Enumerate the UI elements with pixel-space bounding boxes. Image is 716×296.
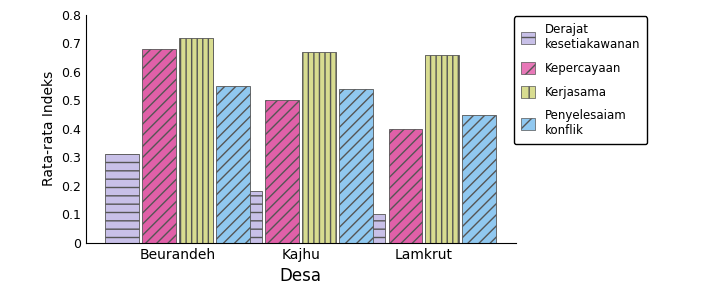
Y-axis label: Rata-rata Indeks: Rata-rata Indeks — [42, 71, 56, 186]
Bar — [339, 89, 373, 243]
Bar — [266, 100, 299, 243]
Bar — [389, 129, 422, 243]
Bar — [142, 49, 176, 243]
Bar — [179, 38, 213, 243]
Bar — [463, 115, 496, 243]
Bar — [216, 86, 250, 243]
Bar — [228, 192, 262, 243]
Bar — [352, 214, 385, 243]
Legend: Derajat
kesetiakawanan, Kepercayaan, Kerjasama, Penyelesaiam
konflik: Derajat kesetiakawanan, Kepercayaan, Ker… — [514, 16, 647, 144]
Bar — [302, 52, 336, 243]
X-axis label: Desa: Desa — [280, 267, 321, 285]
Bar — [105, 155, 139, 243]
Bar — [425, 55, 459, 243]
